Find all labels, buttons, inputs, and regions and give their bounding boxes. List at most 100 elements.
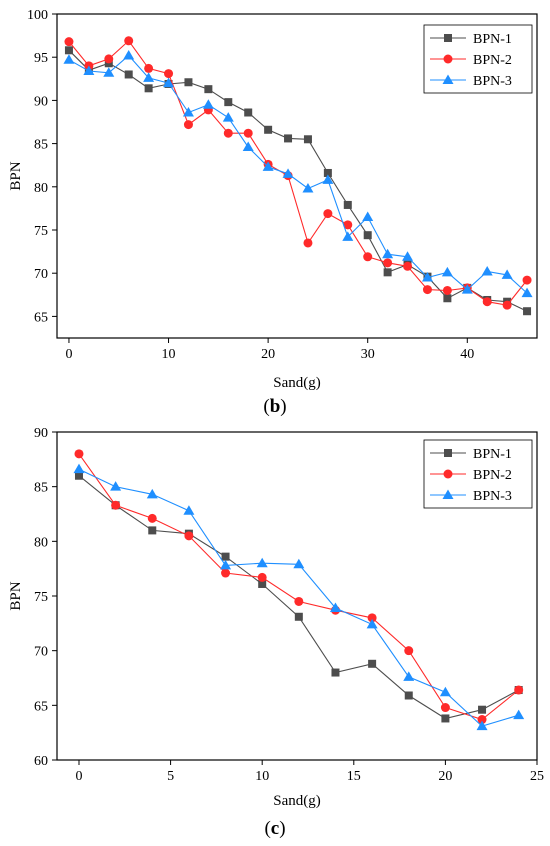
y-tick-label: 85 (34, 481, 48, 496)
data-point (363, 252, 373, 262)
caption-c: (c) (264, 818, 285, 839)
data-point (383, 268, 392, 277)
y-tick-label: 80 (34, 535, 48, 550)
data-point (440, 703, 450, 713)
y-tick-label: 90 (34, 426, 48, 441)
data-point (514, 685, 524, 695)
data-point (383, 258, 393, 268)
data-point (331, 668, 340, 677)
data-point (223, 128, 233, 138)
legend-label: BPN-1 (473, 447, 512, 462)
data-point (64, 46, 73, 55)
legend-label: BPN-3 (473, 489, 512, 504)
y-tick-label: 70 (34, 645, 48, 660)
data-point (502, 300, 512, 310)
data-point (343, 200, 352, 209)
legend: BPN-1 BPN-2 BPN-3 (423, 24, 533, 94)
y-tick-label: 65 (34, 310, 48, 325)
data-point (183, 505, 195, 515)
data-point (124, 36, 134, 46)
y-tick-label: 70 (34, 267, 48, 282)
data-point (522, 275, 532, 285)
data-point (64, 37, 74, 47)
data-point (441, 266, 453, 277)
x-tick-label: 10 (255, 769, 269, 784)
data-point (521, 287, 533, 298)
x-tick-label: 15 (347, 769, 361, 784)
x-tick-label: 20 (261, 347, 275, 362)
data-point (184, 78, 193, 87)
legend-marker (444, 449, 452, 457)
legend-marker (442, 489, 454, 499)
data-point (302, 183, 314, 193)
data-point (258, 579, 267, 588)
data-point (421, 272, 433, 282)
data-point (403, 261, 413, 271)
x-axis-label: Sand(g) (273, 793, 321, 809)
x-tick-label: 40 (460, 347, 474, 362)
legend-label: BPN-2 (473, 468, 512, 483)
data-point (243, 128, 253, 138)
data-point (83, 65, 95, 76)
data-point (293, 558, 305, 569)
data-point (461, 284, 473, 294)
data-point (501, 269, 513, 279)
data-point (182, 106, 194, 117)
x-tick-label: 5 (167, 769, 174, 784)
data-point (482, 297, 492, 307)
data-point (367, 613, 377, 623)
data-point (404, 646, 414, 656)
data-point (441, 714, 450, 723)
legend-marker (442, 74, 454, 84)
data-point (264, 125, 273, 134)
data-point (147, 513, 157, 523)
x-tick-label: 30 (361, 347, 375, 362)
data-point (342, 231, 354, 241)
data-point (294, 612, 303, 621)
data-point (443, 294, 452, 303)
legend-marker (443, 54, 453, 64)
data-point (123, 49, 135, 60)
data-point (164, 69, 174, 79)
data-point (403, 671, 415, 681)
data-point (368, 659, 377, 668)
y-axis-label: BPN (8, 581, 24, 610)
data-point (366, 618, 378, 629)
y-tick-label: 65 (34, 699, 48, 714)
series-bpn-3 (73, 463, 525, 731)
y-tick-label: 85 (34, 138, 48, 153)
x-tick-label: 20 (438, 769, 452, 784)
data-point (204, 85, 213, 94)
y-tick-label: 75 (34, 590, 48, 605)
data-point (74, 471, 83, 480)
chart-b: 0 10 20 30 40 65 70 75 80 85 90 95 100 Sand(g) BPN BPN-… (8, 8, 538, 391)
data-point (163, 77, 175, 88)
data-point (256, 557, 268, 568)
x-tick-label: 0 (75, 769, 82, 784)
data-point (523, 307, 532, 316)
data-point (202, 99, 214, 109)
data-point (144, 63, 154, 73)
legend-marker (444, 34, 452, 42)
y-tick-label: 100 (27, 8, 48, 23)
data-point (104, 54, 114, 64)
data-point (513, 709, 525, 720)
data-point (404, 691, 413, 700)
data-point (146, 488, 158, 499)
data-point (110, 481, 122, 491)
data-point (477, 715, 487, 725)
data-point (402, 251, 414, 261)
data-point (242, 141, 254, 152)
data-point (224, 98, 233, 107)
y-tick-label: 75 (34, 224, 48, 239)
data-point (481, 265, 493, 276)
data-point (221, 552, 230, 561)
data-point (63, 54, 75, 64)
y-tick-label: 90 (34, 94, 48, 109)
data-point (183, 120, 193, 130)
series-bpn-2 (74, 449, 524, 725)
data-point (329, 602, 341, 613)
data-point (221, 568, 231, 578)
chart-c: 0 5 10 15 20 2560657075808590Sand(g)BPNBPN-1B… (8, 426, 544, 809)
